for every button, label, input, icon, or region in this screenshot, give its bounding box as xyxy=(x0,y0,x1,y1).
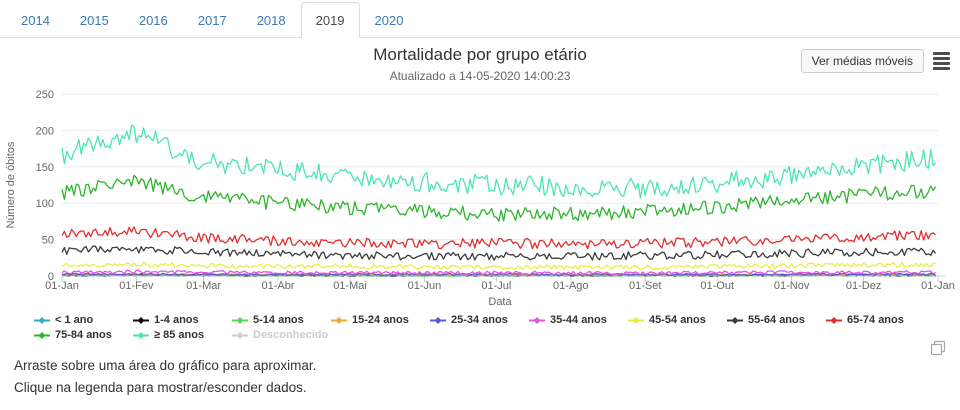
year-tabs: 2014 2015 2016 2017 2018 2019 2020 xyxy=(0,0,960,38)
chart-subtitle: Atualizado a 14-05-2020 14:00:23 xyxy=(389,69,571,83)
moving-averages-button[interactable]: Ver médias móveis xyxy=(800,49,924,73)
legend-label-85-anos: ≥ 85 anos xyxy=(154,329,205,341)
legend-marker-85-anos xyxy=(133,331,149,339)
legend-item-1-ano[interactable]: < 1 ano xyxy=(34,314,133,326)
x-tick-label: 01-Mar xyxy=(186,280,221,292)
legend-item-55-64-anos[interactable]: 55-64 anos xyxy=(727,314,826,326)
legend-label-15-24-anos: 15-24 anos xyxy=(352,314,409,326)
tab-2015[interactable]: 2015 xyxy=(79,13,109,28)
tab-2017[interactable]: 2017 xyxy=(197,13,227,28)
y-tick-label: 200 xyxy=(36,125,54,137)
legend-label-55-64-anos: 55-64 anos xyxy=(748,314,805,326)
x-tick-label: 01-Mai xyxy=(333,280,367,292)
series-line-45-54-anos xyxy=(61,261,936,271)
copy-chart-icon[interactable] xyxy=(930,340,947,357)
x-tick-label: 01-Out xyxy=(700,280,734,292)
legend-marker-15-24-anos xyxy=(331,316,347,324)
legend-marker-1-4-anos xyxy=(133,316,149,324)
tab-2020[interactable]: 2020 xyxy=(374,13,404,28)
legend-marker-65-74-anos xyxy=(826,316,842,324)
x-tick-label: 01-Abr xyxy=(261,280,294,292)
legend-marker-25-34-anos xyxy=(430,316,446,324)
x-tick-label: 01-Jul xyxy=(481,280,511,292)
legend-label-1-ano: < 1 ano xyxy=(55,314,94,326)
x-tick-label: 01-Nov xyxy=(774,280,810,292)
chart-title: Mortalidade por grupo etário xyxy=(373,45,587,64)
series-line-75-84-anos xyxy=(61,174,937,222)
x-tick-label: 01-Fev xyxy=(119,280,154,292)
x-tick-label: 01-Dez xyxy=(846,280,881,292)
legend-item-45-54-anos[interactable]: 45-54 anos xyxy=(628,314,727,326)
legend-marker-desconhecido xyxy=(232,331,248,339)
tab-2016[interactable]: 2016 xyxy=(138,13,168,28)
export-menu-icon[interactable] xyxy=(931,50,952,72)
series-line-35-44-anos xyxy=(61,269,936,276)
legend-label-35-44-anos: 35-44 anos xyxy=(550,314,607,326)
tab-2018[interactable]: 2018 xyxy=(256,13,286,28)
tab-2019[interactable]: 2019 xyxy=(300,2,360,38)
chart-legend: < 1 ano 1-4 anos 5-14 anos 15-24 anos 25-34 … xyxy=(34,314,960,341)
x-tick-label: 01-Set xyxy=(629,280,661,292)
chart-header-actions: Ver médias móveis xyxy=(800,49,952,73)
series-line-85-anos xyxy=(61,124,937,199)
x-tick-label: 01-Ago xyxy=(553,280,588,292)
legend-marker-35-44-anos xyxy=(529,316,545,324)
legend-label-25-34-anos: 25-34 anos xyxy=(451,314,508,326)
x-tick-label: 01-Jun xyxy=(408,280,442,292)
legend-item-25-34-anos[interactable]: 25-34 anos xyxy=(430,314,529,326)
x-tick-label: 01-Jan xyxy=(921,280,955,292)
tab-2014[interactable]: 2014 xyxy=(21,13,50,28)
legend-item-65-74-anos[interactable]: 65-74 anos xyxy=(826,314,925,326)
y-tick-label: 150 xyxy=(36,162,54,174)
legend-marker-55-64-anos xyxy=(727,316,743,324)
legend-item-1-4-anos[interactable]: 1-4 anos xyxy=(133,314,232,326)
legend-item-85-anos[interactable]: ≥ 85 anos xyxy=(133,329,232,341)
x-axis-title: Data xyxy=(488,296,512,308)
note-legend-hint: Clique na legenda para mostrar/esconder … xyxy=(14,380,307,395)
chart-header: Mortalidade por grupo etário Atualizado … xyxy=(0,38,960,86)
y-tick-label: 50 xyxy=(42,235,54,247)
y-tick-label: 100 xyxy=(36,198,54,210)
legend-item-75-84-anos[interactable]: 75-84 anos xyxy=(34,329,133,341)
legend-label-45-54-anos: 45-54 anos xyxy=(649,314,706,326)
note-zoom-hint: Arraste sobre uma área do gráfico para a… xyxy=(14,358,317,373)
legend-label-65-74-anos: 65-74 anos xyxy=(847,314,904,326)
y-axis-title: Número de óbitos xyxy=(5,141,17,228)
chart-plot-area[interactable]: 0 50 100 150 200 250 01-Jan 01-Fev 01-Mar 01-Abr 0… xyxy=(0,86,960,314)
legend-marker-1-ano xyxy=(34,316,50,324)
y-tick-label: 250 xyxy=(36,89,54,101)
footer-notes: Arraste sobre uma área do gráfico para a… xyxy=(0,341,960,399)
legend-label-desconhecido: Desconhecido xyxy=(253,329,329,341)
legend-marker-75-84-anos xyxy=(34,331,50,339)
series-line-65-74-anos xyxy=(61,226,937,250)
legend-label-1-4-anos: 1-4 anos xyxy=(154,314,199,326)
legend-item-5-14-anos[interactable]: 5-14 anos xyxy=(232,314,331,326)
y-tick-label: 0 xyxy=(48,271,54,283)
series-line-55-64-anos xyxy=(61,245,937,261)
legend-label-5-14-anos: 5-14 anos xyxy=(253,314,304,326)
legend-marker-5-14-anos xyxy=(232,316,248,324)
legend-label-75-84-anos: 75-84 anos xyxy=(55,329,112,341)
legend-marker-45-54-anos xyxy=(628,316,644,324)
x-tick-label: 01-Jan xyxy=(45,280,79,292)
legend-item-15-24-anos[interactable]: 15-24 anos xyxy=(331,314,430,326)
legend-item-desconhecido[interactable]: Desconhecido xyxy=(232,329,331,341)
legend-item-35-44-anos[interactable]: 35-44 anos xyxy=(529,314,628,326)
